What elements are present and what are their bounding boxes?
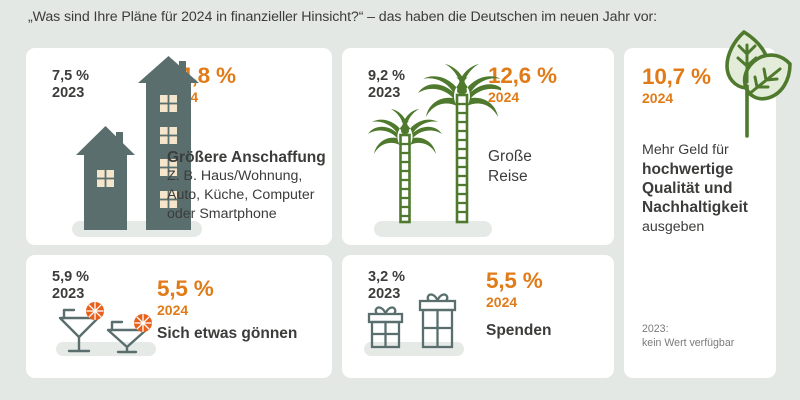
- stat-2023-year: 2023: [52, 285, 85, 302]
- stat-2023-value: 9,2 %: [368, 68, 406, 84]
- stat-2023-purchase: 7,5 % 2023: [52, 68, 89, 102]
- label-block-donate: Spenden: [486, 321, 606, 340]
- label-block-treat: Sich etwas gönnen: [157, 324, 332, 343]
- card-bold-line-2: Qualität und: [642, 180, 733, 198]
- label-block-purchase: Größere Anschaffung Z. B. Haus/Wohnung, …: [167, 148, 332, 224]
- stat-2023-value: 7,5 %: [52, 68, 90, 84]
- card-grosse-reise: 9,2 % 2023 12,6 % 2024: [342, 48, 614, 245]
- stat-2024-travel: 12,6 % 2024: [488, 63, 557, 105]
- card-desc-line-2: Auto, Küche, Computer: [167, 187, 315, 204]
- label-block-travel: Große Reise: [488, 147, 608, 187]
- card-bold-line-3: Nachhaltigkeit: [642, 199, 748, 217]
- stat-2023-value: 5,9 %: [52, 269, 90, 285]
- footnote-line-1: 2023:: [642, 323, 669, 335]
- card-title-line-2: Reise: [488, 168, 528, 186]
- card-desc-line-1: Z. B. Haus/Wohnung,: [167, 168, 303, 185]
- stat-2024-value: 12,6 %: [488, 63, 557, 88]
- card-title: Sich etwas gönnen: [157, 325, 298, 342]
- stat-2024-year: 2024: [486, 293, 518, 310]
- card-title: Spenden: [486, 322, 552, 339]
- leaf-icon: [716, 24, 796, 147]
- card-bold-line-1: hochwertige: [642, 161, 734, 179]
- card-desc-line-2: ausgeben: [642, 218, 705, 235]
- card-desc-line-3: oder Smartphone: [167, 206, 277, 223]
- stat-2024-value: 5,5 %: [486, 268, 543, 293]
- stat-2024-year: 2024: [157, 301, 189, 318]
- cocktail-glass-icon: [52, 301, 162, 361]
- palm-tree-icon: [366, 62, 506, 237]
- page-headline: „Was sind Ihre Pläne für 2024 in finanzi…: [28, 9, 657, 25]
- card-qualitaet-nachhaltigkeit: 10,7 % 2024 Mehr Geld für hochwertige Qu…: [624, 48, 776, 378]
- card-desc-line-1: Mehr Geld für: [642, 142, 729, 158]
- label-block-quality: Mehr Geld für hochwertige Qualität und N…: [642, 141, 772, 237]
- card-title: Größere Anschaffung: [167, 149, 326, 166]
- stat-2023-donate: 3,2 % 2023: [368, 269, 405, 303]
- stat-2023-travel: 9,2 % 2023: [368, 68, 405, 102]
- stat-2023-value: 3,2 %: [368, 269, 406, 285]
- stat-2024-donate: 5,5 % 2024: [486, 268, 543, 310]
- card-sich-etwas-goennen: 5,9 % 2023 5,5 % 2024: [26, 255, 332, 378]
- stat-2023-year: 2023: [52, 84, 85, 101]
- stat-2024-quality: 10,7 % 2024: [642, 64, 711, 106]
- stat-2024-treat: 5,5 % 2024: [157, 276, 214, 318]
- stat-2024-value: 5,5 %: [157, 276, 214, 301]
- stat-2024-year: 2024: [488, 88, 520, 105]
- card-title-line-1: Große: [488, 148, 532, 165]
- stat-2023-year: 2023: [368, 84, 401, 101]
- icon-baseline: [374, 221, 492, 237]
- footnote-no-value: 2023: kein Wert verfügbar: [642, 322, 774, 351]
- card-groessere-anschaffung: 7,5 % 2023 14,8 % 2024: [26, 48, 332, 245]
- card-spenden: 3,2 % 2023 5,5 % 2024: [342, 255, 614, 378]
- gift-box-icon: [364, 290, 469, 357]
- stat-2024-year: 2024: [642, 89, 674, 106]
- stat-2023-year: 2023: [368, 285, 401, 302]
- stat-2024-value: 10,7 %: [642, 64, 711, 89]
- icon-baseline: [364, 342, 464, 356]
- stat-2023-treat: 5,9 % 2023: [52, 269, 89, 303]
- footnote-line-2: kein Wert verfügbar: [642, 337, 735, 350]
- house-icon: [66, 56, 211, 239]
